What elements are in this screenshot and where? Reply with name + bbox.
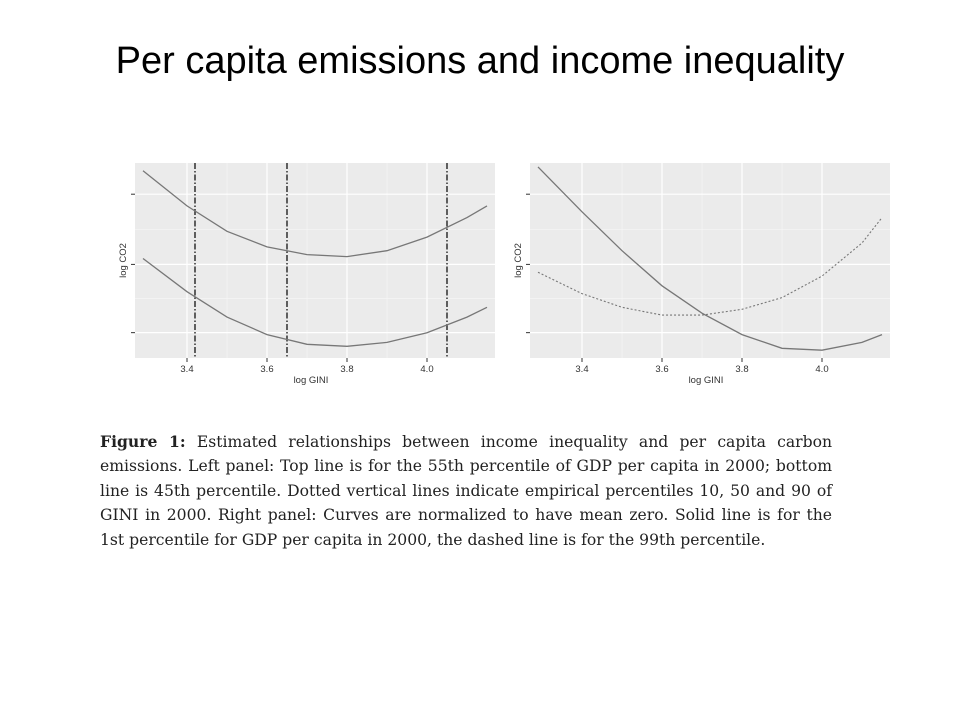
chart-1-x-tick-label: 4.0 xyxy=(815,364,828,375)
right-panel-chart: 3.4 3.6 3.8 4.0 log GINI log CO2 xyxy=(513,163,890,386)
caption-label: Figure 1: xyxy=(100,432,186,451)
chart-0-x-tick-label: 4.0 xyxy=(420,364,433,375)
chart-0-x-tick-label: 3.8 xyxy=(340,364,353,375)
figure-caption: Figure 1: Estimated relationships betwee… xyxy=(100,430,832,552)
chart-0-y-axis-title: log CO2 xyxy=(118,243,129,278)
chart-0-x-tick-label: 3.6 xyxy=(260,364,273,375)
chart-0-series-1-line xyxy=(142,257,488,347)
caption-text: Estimated relationships between income i… xyxy=(100,433,832,549)
chart-1-y-axis-title: log CO2 xyxy=(513,243,524,278)
chart-0-series-0-line xyxy=(142,170,488,258)
chart-1-plot-area xyxy=(530,163,890,358)
slide-title: Per capita emissions and income inequali… xyxy=(115,40,845,82)
chart-1-x-tick-label: 3.8 xyxy=(735,364,748,375)
left-panel-chart: 3.4 3.6 3.8 4.0 log GINI log CO2 xyxy=(118,163,495,386)
chart-0-plot-area xyxy=(135,163,495,358)
chart-1-x-tick-label: 3.4 xyxy=(575,364,588,375)
chart-1-x-axis-title: log GINI xyxy=(689,375,724,386)
chart-1-series-1-line xyxy=(537,217,883,316)
chart-0-x-axis-title: log GINI xyxy=(294,375,329,386)
chart-1-series-0-line xyxy=(537,166,883,351)
chart-1-x-tick-label: 3.6 xyxy=(655,364,668,375)
chart-0-x-tick-label: 3.4 xyxy=(180,364,193,375)
